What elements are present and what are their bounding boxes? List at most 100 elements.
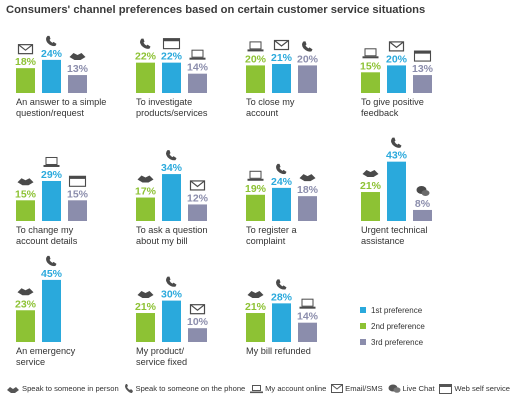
legend-item-first: 1st preference — [360, 302, 425, 318]
data-label: 19% — [245, 183, 267, 195]
envelope-icon — [17, 44, 34, 55]
panel-caption: To close my — [246, 97, 295, 107]
phone-icon — [276, 279, 287, 290]
panel-caption: account — [246, 108, 279, 118]
bar — [246, 313, 265, 342]
bar — [361, 72, 380, 93]
phone-icon — [391, 137, 402, 148]
panel-caption: service — [16, 357, 45, 367]
data-label: 21% — [245, 301, 267, 313]
panel-caption: To change my — [16, 225, 74, 235]
bar — [16, 68, 35, 93]
envelope-icon — [388, 41, 405, 52]
channel-label-email: Email/SMS — [345, 384, 383, 393]
panel-caption: account details — [16, 236, 78, 246]
channel-legend: Speak to someone in person Speak to some… — [6, 383, 510, 394]
browser-window-icon — [413, 50, 432, 62]
bar — [162, 174, 181, 221]
bar — [42, 279, 61, 342]
data-label: 21% — [135, 301, 157, 313]
laptop-icon — [247, 170, 264, 181]
data-label: 21% — [271, 52, 293, 64]
handshake-icon — [17, 178, 34, 186]
bar — [246, 194, 265, 221]
data-label: 29% — [41, 169, 63, 181]
legend-item-third: 3rd preference — [360, 334, 425, 350]
panel-caption: feedback — [361, 108, 399, 118]
channel-label-chat: Live Chat — [402, 384, 435, 393]
data-label: 15% — [360, 60, 382, 72]
bar — [136, 313, 155, 342]
laptop-icon — [362, 48, 379, 59]
data-label: 23% — [15, 298, 37, 310]
data-label: 18% — [297, 184, 319, 196]
channel-legend-email: Email/SMS — [331, 384, 383, 393]
chat-bubbles-icon — [388, 384, 400, 393]
legend-swatch-second — [360, 323, 366, 329]
bar — [413, 209, 432, 221]
data-label: 22% — [135, 51, 157, 63]
bar — [188, 204, 207, 221]
panel-caption: To investigate — [136, 97, 192, 107]
bar — [298, 65, 317, 93]
situation-panel: 21% 28% 14% My bill refunded — [245, 279, 319, 356]
handshake-icon — [299, 174, 316, 182]
phone-icon — [140, 38, 151, 49]
panel-caption: To register a — [246, 225, 297, 235]
panel-caption: An answer to a simple — [16, 97, 106, 107]
panel-caption: complaint — [246, 236, 286, 246]
handshake-icon — [137, 291, 154, 299]
laptop-icon — [299, 298, 316, 309]
handshake-icon — [137, 175, 154, 183]
phone-icon — [166, 276, 177, 287]
data-label: 13% — [67, 63, 89, 75]
data-label: 45% — [41, 268, 63, 280]
legend-swatch-third — [360, 339, 366, 345]
data-label: 13% — [412, 63, 434, 75]
bar — [298, 322, 317, 342]
legend-swatch-first — [360, 307, 366, 313]
channel-label-online: My account online — [265, 384, 327, 393]
data-label: 24% — [41, 48, 63, 60]
bar — [16, 200, 35, 221]
data-label: 30% — [161, 289, 183, 301]
phone-icon — [276, 163, 287, 175]
data-label: 8% — [415, 198, 431, 210]
bar — [298, 196, 317, 221]
laptop-icon — [250, 384, 264, 393]
data-label: 12% — [187, 192, 209, 204]
bar — [413, 75, 432, 93]
phone-icon — [46, 255, 57, 267]
panel-caption: about my bill — [136, 236, 188, 246]
laptop-icon — [247, 41, 264, 52]
panel-caption: To give positive — [361, 97, 424, 107]
data-label: 34% — [161, 162, 183, 174]
panel-caption: An emergency — [16, 346, 76, 356]
envelope-icon — [189, 180, 206, 191]
bar — [42, 180, 61, 221]
data-label: 20% — [245, 53, 267, 65]
data-label: 22% — [161, 51, 183, 63]
situation-panel: 21% 30% 10% My product/service fixed — [135, 276, 209, 367]
browser-window-icon — [68, 175, 87, 187]
channel-label-phone: Speak to someone on the phone — [135, 384, 246, 393]
bar — [136, 62, 155, 93]
panel-caption: To ask a question — [136, 225, 208, 235]
phone-icon — [124, 384, 133, 393]
channel-legend-web: Web self service — [439, 383, 510, 394]
data-label: 15% — [67, 188, 89, 200]
phone-icon — [166, 150, 177, 161]
browser-window-icon — [439, 383, 453, 394]
browser-window-icon — [162, 38, 181, 50]
channel-legend-person: Speak to someone in person — [6, 384, 119, 394]
legend-label-third: 3rd preference — [371, 337, 424, 347]
situation-panel: 18% 24% 13% An answer to a simplequestion/r… — [15, 35, 106, 118]
data-label: 24% — [271, 176, 293, 188]
bar — [272, 187, 291, 221]
